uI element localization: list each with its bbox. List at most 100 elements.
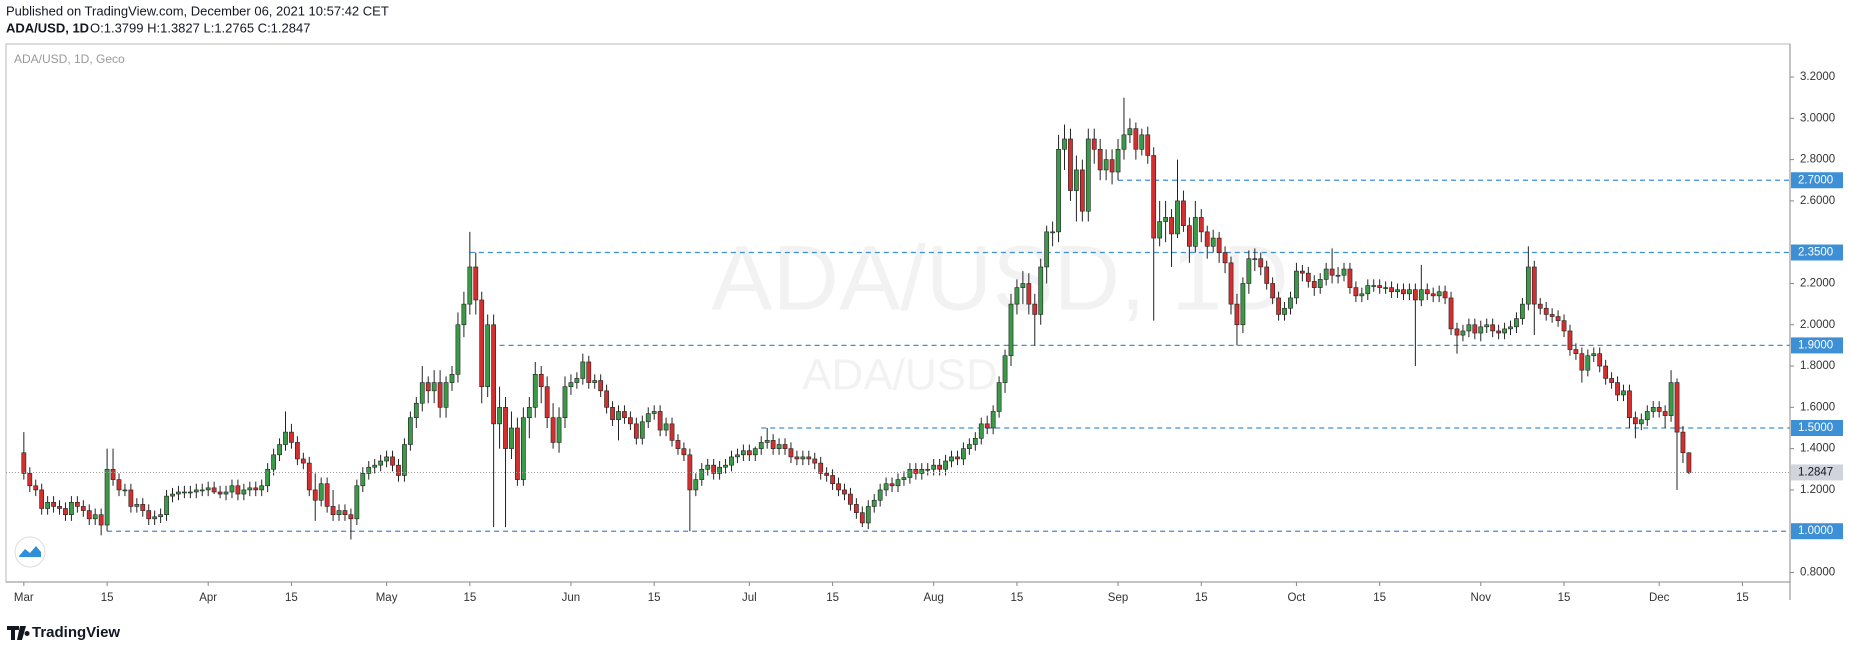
- candle-body: [229, 485, 235, 493]
- level-label: 1.9000: [1798, 339, 1833, 351]
- candle-body: [1371, 285, 1377, 287]
- candle-body: [574, 378, 580, 383]
- y-tick-label: 1.2000: [1800, 484, 1835, 496]
- candle-body: [651, 411, 657, 414]
- candle-body: [675, 440, 681, 449]
- x-tick-label: 15: [1736, 592, 1749, 604]
- watermark-sub: ADA/USD: [802, 351, 998, 400]
- candle-body: [235, 485, 241, 495]
- candle-body: [1627, 390, 1632, 418]
- candle-body: [1377, 285, 1383, 288]
- candle-body: [1175, 200, 1180, 235]
- candle-body: [853, 504, 859, 513]
- candle-body: [515, 427, 520, 480]
- candle-body: [80, 506, 86, 511]
- y-tick-label: 1.8000: [1800, 360, 1835, 372]
- candle-body: [1609, 378, 1614, 383]
- candle-body: [1008, 303, 1014, 357]
- candle-body: [509, 427, 514, 449]
- logo-button[interactable]: [14, 536, 46, 568]
- candle-body: [1228, 262, 1234, 305]
- candle-body: [1246, 258, 1252, 284]
- level-label: 1.0000: [1798, 525, 1833, 537]
- candle-body: [217, 491, 223, 495]
- candle-body: [1139, 134, 1145, 150]
- candle-body: [300, 458, 306, 464]
- candle-body: [1222, 252, 1228, 264]
- candle-body: [598, 380, 604, 392]
- candle-body: [407, 417, 413, 445]
- candle-body: [1514, 318, 1519, 328]
- candle-body: [842, 489, 847, 495]
- candle-body: [1633, 417, 1638, 425]
- candle-body: [1264, 266, 1270, 284]
- level-label-box: [1791, 337, 1843, 354]
- candle-body: [223, 491, 229, 495]
- candle-body: [1151, 155, 1157, 239]
- x-tick-label: 15: [648, 592, 661, 604]
- candle-body: [1234, 303, 1240, 326]
- candle-body: [449, 374, 455, 383]
- candle-body: [384, 456, 389, 462]
- x-tick-label: 15: [1195, 592, 1208, 604]
- candle-body: [1109, 159, 1115, 173]
- candle-body: [485, 324, 491, 388]
- candle-body: [247, 487, 253, 491]
- candle-body: [473, 266, 479, 301]
- candle-body: [1068, 138, 1073, 191]
- y-tick-label: 0.8000: [1800, 567, 1835, 579]
- candle-body: [1555, 316, 1561, 321]
- x-tick-label: 15: [1558, 592, 1571, 604]
- candle-body: [1401, 289, 1406, 295]
- candle-body: [1282, 307, 1287, 315]
- candle-body: [1305, 272, 1311, 282]
- candle-body: [859, 512, 865, 524]
- candle-body: [1549, 314, 1555, 317]
- published-line: Published on TradingView.com, December 0…: [6, 3, 389, 18]
- candle-body: [717, 466, 722, 474]
- candle-body: [806, 456, 812, 460]
- candle-body: [1020, 283, 1026, 288]
- candle-body: [1603, 365, 1609, 379]
- x-tick-label: 15: [285, 592, 298, 604]
- candle-body: [794, 456, 800, 460]
- candle-body: [1418, 289, 1424, 301]
- level-label: 2.3500: [1798, 247, 1833, 259]
- candle-body: [271, 454, 276, 470]
- candle-body: [1490, 324, 1496, 332]
- candle-body: [889, 483, 895, 487]
- candle-body: [705, 464, 711, 470]
- candle-body: [568, 382, 574, 388]
- candle-body: [419, 382, 425, 404]
- candle-body: [711, 464, 717, 474]
- candle-body: [645, 413, 651, 423]
- candle-body: [318, 483, 324, 501]
- candle-body: [1115, 148, 1121, 173]
- candle-body: [122, 489, 128, 492]
- candle-body: [1270, 283, 1276, 299]
- candle-body: [187, 491, 193, 494]
- candle-body: [1680, 431, 1686, 454]
- candle-body: [1615, 382, 1620, 396]
- candle-body: [1288, 297, 1293, 309]
- candle-body: [146, 510, 152, 520]
- candle-body: [1543, 307, 1549, 315]
- candle-body: [116, 479, 122, 491]
- x-tick-label: 15: [1011, 592, 1024, 604]
- candle-body: [1317, 279, 1323, 288]
- x-tick-label: 15: [826, 592, 839, 604]
- logo-icon: [19, 546, 41, 557]
- candle-body: [913, 468, 919, 474]
- candle-body: [253, 487, 259, 491]
- candle-body: [283, 431, 288, 445]
- candle-body: [277, 444, 282, 456]
- candle-body: [1038, 266, 1044, 315]
- candle-body: [1329, 268, 1335, 276]
- candle-body: [378, 460, 384, 466]
- candle-body: [1157, 221, 1163, 239]
- candle-body: [437, 382, 443, 408]
- candle-body: [782, 444, 788, 449]
- candle-body: [158, 514, 163, 518]
- candle-body: [21, 452, 27, 474]
- candle-body: [788, 448, 794, 458]
